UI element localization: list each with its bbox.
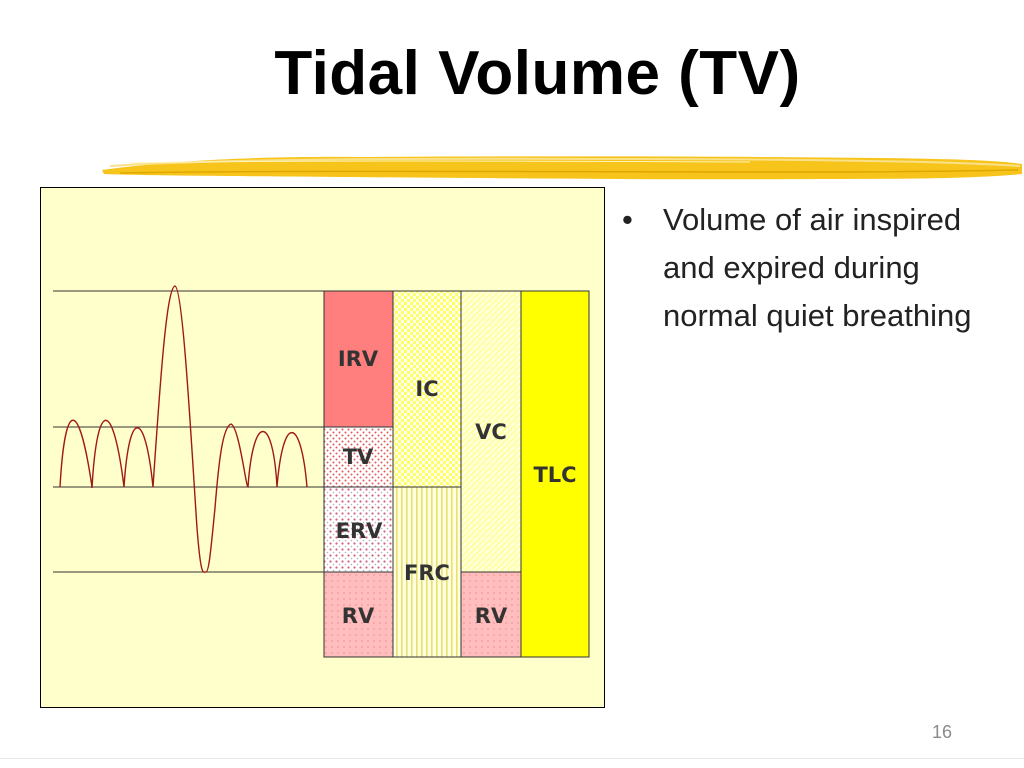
tv-label: TV [343,445,374,469]
footer-divider [0,758,1024,759]
slide-title: Tidal Volume (TV) [274,39,801,108]
ic-label: IC [415,377,438,401]
tlc-label: TLC [533,463,576,487]
title-underline-brush [102,156,1022,180]
lung-volumes-diagram: IRV IC VC TV TLC ERV FRC RV RV [40,187,605,708]
frc-block [392,486,462,658]
ic-block [392,290,462,488]
page-number: 16 [931,722,953,742]
vc-label: VC [475,420,507,444]
bullet-item: Volume of air inspired and expired durin… [620,196,1015,340]
bullet-list: Volume of air inspired and expired durin… [620,196,1015,340]
erv-block [323,486,394,573]
rv-right-label: RV [475,604,508,628]
rv-left-label: RV [342,604,375,628]
erv-label: ERV [336,519,384,543]
irv-label: IRV [338,347,379,371]
tlc-block [520,290,590,658]
irv-block [323,290,394,428]
frc-label: FRC [404,561,450,585]
breathing-trace [59,285,308,573]
rv-left-block [323,571,394,658]
